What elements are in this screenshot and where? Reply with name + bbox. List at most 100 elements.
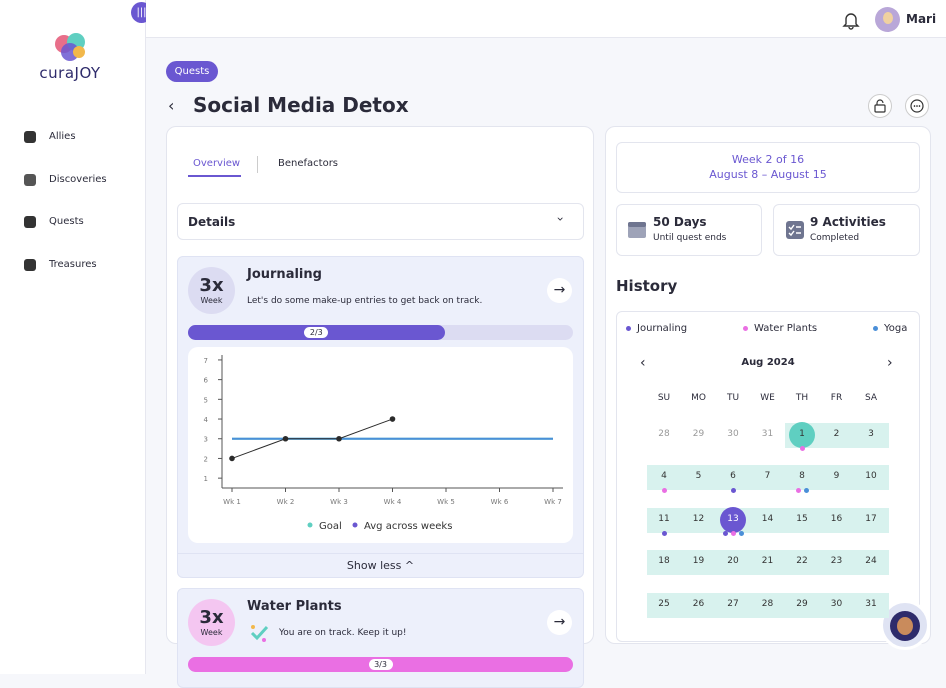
checklist-icon [786, 221, 804, 239]
day[interactable]: 15 [796, 513, 808, 524]
day-band [819, 465, 855, 491]
freq-circle [188, 267, 235, 314]
legend-dot [873, 326, 878, 331]
day[interactable]: 2 [833, 429, 840, 439]
nav-icon[interactable] [24, 173, 36, 186]
day-band [750, 550, 786, 576]
day-band [681, 550, 717, 576]
day[interactable]: 24 [865, 556, 877, 567]
nav-item[interactable]: Allies [49, 131, 76, 142]
bell-icon[interactable] [842, 10, 860, 30]
avatar[interactable] [875, 7, 900, 32]
arrow-button[interactable]: → [547, 610, 572, 635]
back-button[interactable]: ‹ [168, 96, 175, 115]
day[interactable]: 8 [799, 471, 805, 482]
day-band [853, 550, 889, 576]
day[interactable]: 17 [865, 513, 877, 524]
nav-icon[interactable] [24, 258, 36, 271]
day-band [750, 465, 786, 491]
weekday: TH [795, 393, 809, 403]
day-band [819, 592, 855, 618]
day[interactable]: 26 [692, 598, 705, 609]
nav-item[interactable]: Discoveries [49, 173, 107, 185]
show-less[interactable]: Show less ^ [346, 559, 415, 572]
arrow-button[interactable]: → [547, 278, 572, 303]
day-band [715, 550, 751, 576]
freq-unit: Week [200, 296, 223, 305]
day[interactable]: 29 [796, 598, 808, 609]
day[interactable]: 14 [761, 513, 774, 524]
tab[interactable]: Overview [193, 158, 241, 169]
day[interactable]: 7 [764, 471, 771, 482]
day[interactable]: 13 [727, 513, 739, 524]
day[interactable]: 4 [661, 471, 667, 482]
day[interactable]: 30 [830, 598, 843, 609]
legend-dot [743, 326, 748, 331]
chat-button[interactable] [905, 94, 929, 118]
nav-icon[interactable] [24, 216, 36, 228]
day[interactable]: 30 [727, 429, 739, 439]
day[interactable]: 16 [830, 513, 843, 524]
day[interactable]: 23 [830, 556, 843, 567]
quest-name: Water Plants [247, 599, 342, 614]
day[interactable]: 9 [833, 471, 840, 482]
day[interactable]: 22 [796, 556, 808, 567]
calendar-icon [628, 222, 646, 238]
chevron-down[interactable]: › [553, 216, 568, 222]
nav-item[interactable]: Quests [49, 216, 84, 227]
day[interactable]: 3 [868, 429, 874, 439]
day-band [646, 507, 682, 533]
day-band [681, 465, 717, 491]
legend-label: Journaling [637, 323, 688, 334]
week-title: Week 2 of 16 [731, 153, 805, 166]
tab[interactable]: Benefactors [278, 158, 339, 169]
day[interactable]: 18 [658, 556, 670, 567]
day[interactable]: 28 [658, 429, 670, 439]
y-tick-label: 1 [204, 475, 208, 483]
day[interactable]: 28 [761, 598, 774, 609]
day-band [784, 465, 820, 491]
stat-value: 50 Days [653, 215, 707, 229]
entry-point [336, 435, 342, 442]
freq: 3x [199, 607, 224, 628]
details-label: Details [188, 215, 236, 229]
assistant-button[interactable] [880, 600, 930, 650]
day-band [681, 507, 717, 533]
day[interactable]: 31 [865, 598, 877, 609]
weekday: SU [657, 393, 671, 403]
x-tick-label: Wk 5 [437, 498, 455, 506]
day[interactable]: 11 [658, 513, 670, 524]
activity-dot [730, 530, 736, 536]
sidebar [0, 0, 146, 674]
day[interactable]: 27 [727, 598, 739, 609]
x-tick-label: Wk 4 [384, 498, 402, 506]
day[interactable]: 25 [658, 598, 670, 609]
day-band [819, 507, 855, 533]
history-title: History [616, 277, 678, 295]
quest-message: Let's do some make-up entries to get bac… [247, 296, 483, 306]
day[interactable]: 20 [727, 556, 739, 567]
day-band [750, 507, 786, 533]
nav-item[interactable]: Treasures [49, 258, 97, 270]
details-box[interactable] [177, 203, 584, 240]
entry-point [389, 416, 396, 422]
lock-button[interactable] [868, 94, 892, 118]
day[interactable]: 1 [799, 429, 805, 439]
day[interactable]: 21 [761, 556, 774, 567]
day[interactable]: 19 [692, 556, 705, 567]
nav-icon[interactable] [24, 131, 36, 143]
day[interactable]: 12 [692, 513, 705, 524]
stat-value: 9 Activities [810, 215, 886, 229]
next-month[interactable]: › [887, 355, 893, 371]
day[interactable]: 6 [730, 471, 736, 482]
day-band [853, 465, 889, 491]
day[interactable]: 10 [865, 471, 877, 482]
legend-label: Avg across weeks [364, 521, 452, 532]
check-icon [250, 625, 269, 642]
day[interactable]: 29 [692, 429, 705, 439]
day-band [819, 550, 855, 576]
prev-month[interactable]: ‹ [640, 355, 646, 371]
day[interactable]: 5 [695, 471, 702, 482]
day[interactable]: 31 [761, 429, 774, 439]
week-range: August 8 – August 15 [709, 168, 827, 181]
